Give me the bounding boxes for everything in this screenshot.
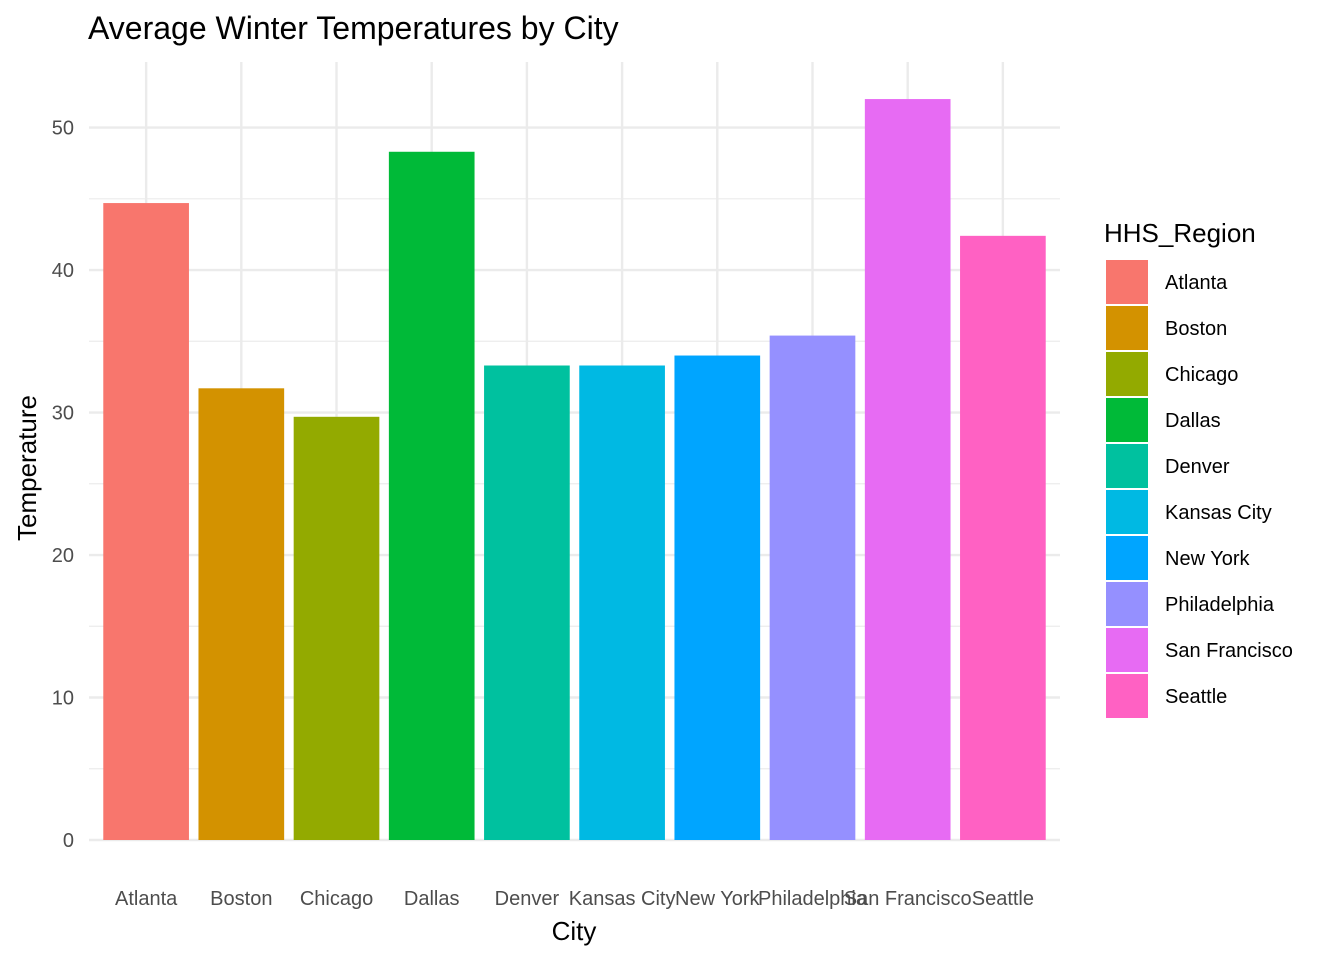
x-tick-label: Chicago bbox=[300, 888, 373, 910]
legend-label: Denver bbox=[1165, 456, 1230, 478]
y-tick-label: 10 bbox=[52, 688, 74, 710]
legend-key bbox=[1106, 628, 1148, 672]
legend-items: Atlanta Boston Chicago Dallas Denver Kansas C… bbox=[1106, 260, 1293, 718]
bar bbox=[579, 365, 665, 840]
bar bbox=[674, 355, 761, 840]
x-axis-title: City bbox=[552, 916, 597, 946]
legend-label: San Francisco bbox=[1165, 640, 1293, 662]
legend-label: Philadelphia bbox=[1165, 594, 1275, 616]
x-tick-label: Boston bbox=[210, 888, 272, 910]
legend-key bbox=[1106, 352, 1148, 396]
legend-label: Chicago bbox=[1165, 364, 1238, 386]
legend-key bbox=[1106, 444, 1148, 488]
x-tick-label: Philadelphia bbox=[758, 888, 868, 910]
legend-key bbox=[1106, 260, 1148, 304]
bar bbox=[293, 416, 380, 840]
y-tick-label: 50 bbox=[52, 118, 74, 140]
bar bbox=[103, 203, 189, 841]
y-tick-labels: 0 10 20 30 40 50 bbox=[52, 118, 74, 852]
legend-key bbox=[1106, 536, 1148, 580]
legend-key bbox=[1106, 306, 1148, 350]
x-tick-label: Denver bbox=[495, 888, 560, 910]
x-tick-label: New York bbox=[675, 888, 760, 910]
bars bbox=[103, 99, 1046, 841]
bar bbox=[769, 335, 856, 840]
legend-key bbox=[1106, 674, 1148, 718]
legend-key bbox=[1106, 490, 1148, 534]
bar bbox=[864, 99, 951, 841]
bar bbox=[198, 388, 285, 840]
y-tick-label: 30 bbox=[52, 403, 74, 425]
x-tick-label: Seattle bbox=[972, 888, 1034, 910]
legend-label: Atlanta bbox=[1165, 272, 1228, 294]
y-axis-title: Temperature bbox=[12, 395, 42, 541]
x-tick-label: San Francisco bbox=[844, 888, 972, 910]
bar bbox=[960, 235, 1046, 841]
x-tick-label: Dallas bbox=[404, 888, 460, 910]
y-tick-label: 40 bbox=[52, 260, 74, 282]
chart-title: Average Winter Temperatures by City bbox=[88, 10, 619, 46]
y-tick-label: 20 bbox=[52, 545, 74, 567]
legend-key bbox=[1106, 582, 1148, 626]
legend-label: Seattle bbox=[1165, 686, 1227, 708]
legend-title: HHS_Region bbox=[1104, 218, 1256, 248]
bar bbox=[484, 365, 570, 840]
bar bbox=[388, 151, 475, 840]
legend-label: Boston bbox=[1165, 318, 1227, 340]
legend-label: Kansas City bbox=[1165, 502, 1272, 524]
legend: HHS_Region Atlanta Boston Chicago Dallas Den… bbox=[1104, 218, 1293, 718]
legend-label: New York bbox=[1165, 548, 1250, 570]
x-tick-labels: Atlanta Boston Chicago Dallas Denver Kansas C… bbox=[115, 888, 1034, 910]
x-tick-label: Atlanta bbox=[115, 888, 178, 910]
legend-key bbox=[1106, 398, 1148, 442]
x-tick-label: Kansas City bbox=[569, 888, 676, 910]
y-tick-label: 0 bbox=[63, 830, 74, 852]
legend-label: Dallas bbox=[1165, 410, 1221, 432]
